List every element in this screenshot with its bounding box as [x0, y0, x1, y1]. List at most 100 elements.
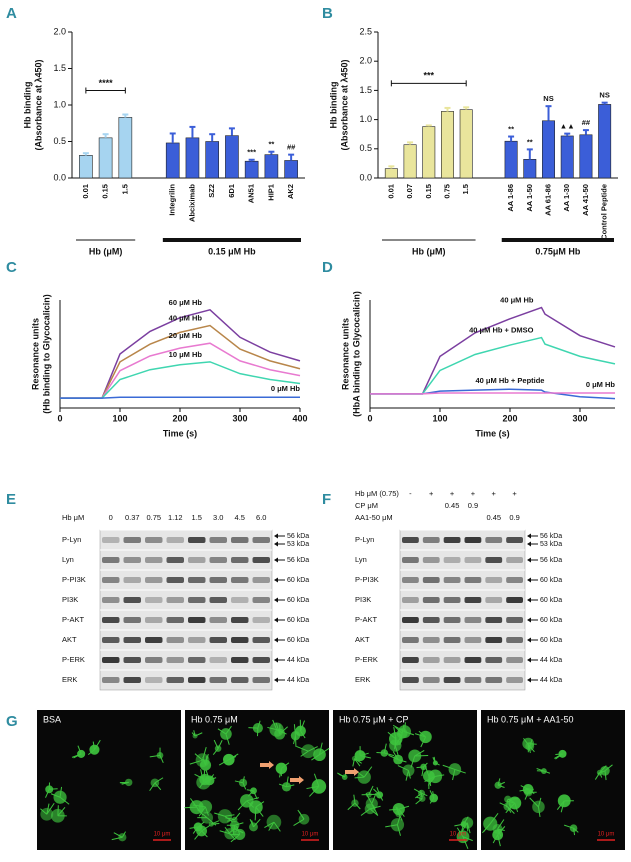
band	[402, 657, 419, 663]
x-tick-label: 0.15	[424, 184, 433, 199]
bar	[284, 160, 298, 179]
band	[188, 557, 206, 563]
line	[60, 308, 301, 399]
series-label: 0 μM Hb	[271, 384, 301, 393]
header-value: +	[450, 489, 455, 498]
pointer-arrow-head	[354, 768, 359, 776]
cell-process	[414, 733, 426, 738]
header-value: 6.0	[256, 513, 266, 522]
cell-process	[159, 755, 164, 763]
x-tick-label: 0.01	[81, 184, 90, 199]
x-tick-label: AA 61-86	[544, 184, 553, 216]
cell-process	[398, 805, 410, 810]
group-label: Hb (μM)	[412, 246, 446, 256]
band	[209, 657, 227, 663]
cell-process	[389, 808, 399, 811]
row-label: P-Lyn	[355, 535, 374, 544]
cell-process	[398, 808, 405, 817]
cell-process	[224, 815, 234, 823]
bar	[225, 135, 239, 179]
band	[252, 537, 270, 543]
cell-process	[497, 819, 505, 830]
x-tick-label: AN51	[247, 184, 256, 203]
cell-process	[71, 753, 82, 758]
x-tick-label: 0.75	[442, 184, 451, 199]
scale-bar-label: 10 μm	[302, 832, 319, 838]
header-value: 3.0	[213, 513, 223, 522]
band	[102, 637, 120, 643]
x-tick-label: 300	[572, 413, 587, 423]
cell-process	[360, 808, 371, 816]
bar	[205, 141, 219, 179]
series-label: 60 μM Hb	[169, 298, 203, 307]
band	[464, 557, 482, 563]
band	[145, 637, 163, 643]
cell-process	[497, 778, 501, 786]
band	[209, 537, 227, 543]
band	[102, 537, 120, 543]
header-value: 4.5	[235, 513, 245, 522]
cell-process	[397, 765, 409, 771]
micrograph-label: Hb 0.75 μM + CP	[339, 714, 408, 724]
cell-process	[418, 730, 426, 738]
cell-process	[300, 720, 305, 732]
x-tick-label: 300	[232, 413, 247, 423]
cell-process	[217, 740, 223, 749]
row-label: Lyn	[62, 555, 74, 564]
cell-process	[369, 808, 379, 816]
arrow-head	[527, 557, 531, 563]
y-axis-label: Resonance units	[30, 318, 40, 390]
series-label: 20 μM Hb	[169, 331, 203, 340]
arrow-head	[527, 657, 531, 663]
y-axis-label: (Absorbance at λ450)	[33, 59, 43, 150]
cell-process	[462, 836, 469, 850]
marker-label: 44 kDa	[540, 657, 562, 664]
cell-process	[573, 828, 576, 836]
band	[123, 657, 141, 663]
panel-letter: E	[6, 491, 16, 508]
cell-process	[506, 799, 509, 808]
header-value: +	[429, 489, 434, 498]
series-label: 40 μM Hb + DMSO	[469, 326, 534, 335]
significance: **	[527, 137, 533, 146]
cell-process	[359, 752, 369, 757]
cell-process	[599, 772, 603, 778]
cell-process	[376, 787, 381, 796]
cell-process	[196, 806, 204, 816]
band	[422, 577, 440, 583]
x-tick-label: 0.15	[101, 184, 110, 199]
band	[231, 597, 249, 603]
band	[506, 557, 523, 563]
band	[485, 677, 503, 683]
marker-label: 53 kDa	[287, 541, 309, 548]
cell-process	[200, 769, 204, 783]
cell-process	[87, 749, 95, 755]
arrow-head	[527, 637, 531, 643]
y-axis-label: (Hb binding to Glycocalicin)	[41, 294, 51, 414]
cell-process	[275, 722, 281, 735]
header-value: 0.9	[509, 513, 519, 522]
cell-process	[604, 770, 607, 781]
row-label: P-AKT	[62, 615, 85, 624]
marker-label: 56 kDa	[540, 533, 562, 540]
group-label: 0.75μM Hb	[535, 246, 581, 256]
cell-process	[214, 812, 226, 817]
cell-process	[228, 753, 239, 761]
y-tick-label: 0.5	[359, 143, 372, 153]
marker-label: 56 kDa	[287, 557, 309, 564]
band	[102, 677, 120, 683]
band	[422, 597, 440, 603]
x-tick-label: 1.5	[120, 184, 129, 194]
x-tick-label: 200	[502, 413, 517, 423]
marker-label: 60 kDa	[540, 597, 562, 604]
band	[209, 677, 227, 683]
band	[145, 597, 163, 603]
micrograph-label: BSA	[43, 714, 61, 724]
cell-process	[202, 769, 206, 783]
y-axis-label: (Absorbance at λ450)	[339, 59, 349, 150]
significance: ***	[247, 148, 256, 157]
panel-letter: C	[6, 259, 17, 276]
cell-process	[414, 750, 425, 757]
arrow-head	[274, 557, 278, 563]
band	[464, 677, 482, 683]
